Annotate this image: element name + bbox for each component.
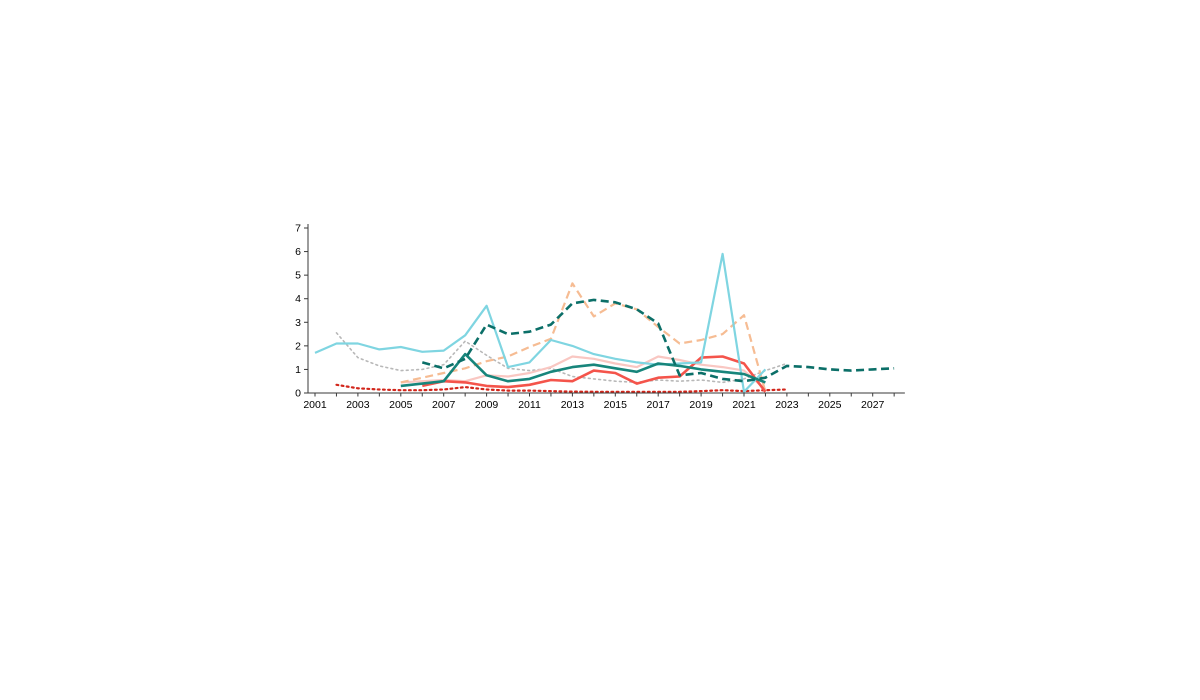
- series-dark-red-dotted: [335, 383, 788, 393]
- x-tick-label: 2007: [432, 399, 456, 411]
- series-pink-solid: [400, 355, 767, 391]
- x-tick-label: 2003: [346, 399, 370, 411]
- line-chart-svg: 0 1 2 3 4 5 6 7 2001 2003 2005 2007 2009 2011 2013 2015…: [295, 223, 905, 411]
- plot-series: [314, 252, 895, 393]
- x-tick-label: 2001: [303, 399, 327, 411]
- x-tick-label: 2021: [732, 399, 756, 411]
- x-tick-label: 2017: [647, 399, 671, 411]
- y-tick-label: 3: [295, 317, 301, 329]
- x-tick-label: 2009: [475, 399, 499, 411]
- series-red-solid: [422, 355, 767, 393]
- x-tick-label: 2015: [604, 399, 628, 411]
- x-tick-label: 2023: [775, 399, 799, 411]
- x-tick-label: 2005: [389, 399, 413, 411]
- line-chart: 0 1 2 3 4 5 6 7 2001 2003 2005 2007 2009 2011 2013 2015…: [280, 208, 940, 423]
- x-tick-label: 2013: [561, 399, 585, 411]
- x-tick-label: 2011: [518, 399, 541, 411]
- x-axis-ticks: 2001 2003 2005 2007 2009 2011 2013 2015 2017 2019…: [303, 393, 895, 411]
- series-teal-dashed: [421, 298, 895, 383]
- axes: [307, 224, 905, 394]
- series-gray-dotted: [335, 332, 788, 384]
- y-tick-label: 4: [295, 293, 301, 305]
- y-tick-label: 6: [295, 246, 301, 258]
- y-tick-label: 1: [295, 364, 301, 376]
- y-tick-label: 7: [295, 223, 301, 235]
- x-tick-label: 2027: [861, 399, 885, 411]
- x-tick-label: 2025: [818, 399, 842, 411]
- x-tick-label: 2019: [689, 399, 713, 411]
- y-tick-label: 5: [295, 270, 301, 282]
- y-tick-label: 2: [295, 340, 301, 352]
- y-tick-label: 0: [295, 388, 301, 400]
- series-teal-solid: [400, 352, 766, 388]
- y-axis-ticks: 0 1 2 3 4 5 6 7: [295, 223, 308, 400]
- series-light-blue-solid: [314, 252, 767, 393]
